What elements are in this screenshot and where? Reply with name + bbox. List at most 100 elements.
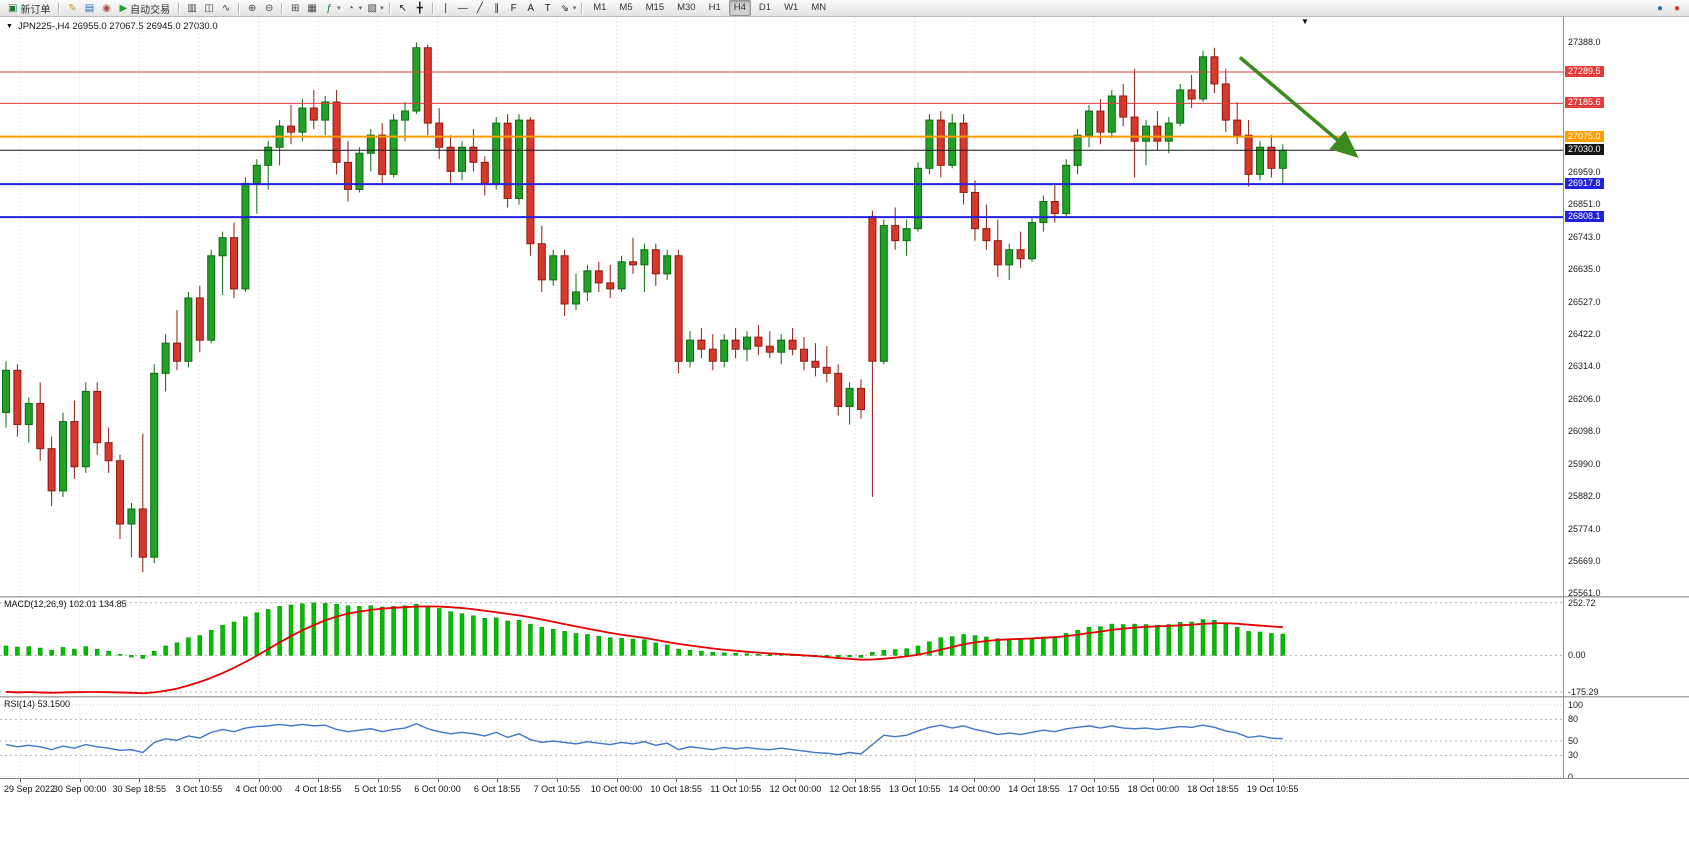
chart-symbol-ohlc: ▼ JPN225-,H4 26955.0 27067.5 26945.0 270… — [6, 21, 218, 32]
candle-body — [674, 255, 683, 362]
price-axis-label: 26527.0 — [1568, 296, 1601, 307]
price-axis-label: 25990.0 — [1568, 458, 1601, 469]
macd-bar — [220, 624, 225, 656]
macd-bar — [550, 629, 556, 656]
macd-bar — [1018, 639, 1023, 656]
candle-body — [583, 270, 592, 293]
macd-bar — [528, 623, 533, 656]
time-axis-label: 19 Oct 10:55 — [1246, 784, 1299, 794]
price-axis-label: 26314.0 — [1568, 361, 1601, 372]
time-axis-label: 30 Sep 18:55 — [112, 784, 167, 794]
text-icon[interactable]: A — [527, 2, 535, 14]
candle-body — [116, 460, 124, 525]
macd-bar — [243, 616, 248, 656]
macd-bar — [1189, 621, 1194, 656]
candle-body — [161, 342, 170, 374]
cursor-icon[interactable]: ↖ — [398, 2, 407, 14]
rsi-panel-canvas[interactable] — [0, 697, 1563, 778]
vertical-line-icon[interactable]: ∣ — [443, 2, 449, 14]
candle-body — [241, 182, 250, 290]
macd-bar — [1098, 626, 1103, 656]
bar-chart-icon[interactable]: ▥ — [187, 2, 197, 14]
rsi-panel-divider[interactable] — [0, 696, 1689, 698]
timeframe-button-h4[interactable]: H4 — [728, 0, 751, 16]
dropdown-caret-icon[interactable]: ▾ — [337, 5, 341, 12]
candle-body — [1119, 95, 1128, 118]
crosshair-icon[interactable]: ╋ — [416, 2, 423, 14]
time-axis-label: 5 Oct 10:55 — [354, 784, 402, 794]
candlestick-chart-icon[interactable]: ◫ — [204, 2, 214, 14]
arrows-icon[interactable]: ⇘ — [560, 2, 569, 14]
auto-trading-button[interactable]: ▶ 自动交易 — [115, 1, 174, 16]
rsi-line — [5, 722, 1283, 756]
time-axis-label: 7 Oct 10:55 — [533, 784, 581, 794]
time-tick — [437, 779, 439, 782]
templates-icon[interactable]: ▨ — [367, 2, 377, 14]
indicators-icon[interactable]: ƒ — [326, 2, 332, 14]
timeframe-button-mn[interactable]: MN — [811, 2, 827, 13]
time-tick — [676, 779, 678, 782]
timeframe-button-m30[interactable]: M30 — [677, 2, 696, 13]
timeframe-button-m1[interactable]: M1 — [593, 2, 607, 13]
timeframe-button-h1[interactable]: H1 — [708, 2, 721, 13]
period-icon[interactable]: ◔ — [347, 2, 354, 14]
label-icon[interactable]: T — [544, 2, 551, 14]
price-line-badge: 27030.0 — [1565, 144, 1604, 156]
horizontal-line-icon[interactable]: ― — [457, 2, 468, 14]
candle-body — [1233, 119, 1242, 136]
macd-bar — [334, 604, 339, 656]
market-watch-icon[interactable]: ▤ — [84, 2, 95, 14]
candle-body — [252, 164, 261, 184]
dropdown-caret-icon[interactable]: ▾ — [358, 5, 363, 12]
alert-icon[interactable]: ● — [1673, 2, 1681, 14]
timeframe-button-d1[interactable]: D1 — [758, 2, 772, 13]
time-tick — [855, 779, 857, 782]
trendline-icon[interactable]: ╱ — [476, 2, 483, 14]
timeframe-button-w1[interactable]: W1 — [784, 2, 799, 13]
trend-arrow — [1238, 56, 1359, 158]
macd-bar — [425, 606, 431, 656]
candle-body — [1016, 249, 1025, 260]
zoom-in-icon[interactable]: ⊕ — [247, 2, 257, 14]
rsi-axis-label: 30 — [1568, 750, 1579, 761]
zoom-out-icon[interactable]: ⊖ — [264, 2, 274, 14]
macd-panel-divider[interactable] — [0, 596, 1689, 598]
macd-bar — [676, 648, 681, 656]
timeframe-button-m15[interactable]: M15 — [645, 2, 665, 13]
line-chart-icon[interactable]: ∿ — [221, 2, 231, 14]
navigator-icon[interactable]: ◉ — [102, 2, 111, 14]
macd-bar — [710, 651, 716, 656]
channel-icon[interactable]: ∥ — [494, 2, 500, 14]
tile-windows-icon[interactable]: ⊞ — [290, 2, 300, 14]
candle-body — [423, 47, 432, 124]
macd-bar — [174, 642, 180, 656]
candle-body — [366, 134, 375, 154]
macd-bar — [1120, 624, 1126, 656]
price-chart-canvas[interactable] — [0, 17, 1563, 597]
candle-body — [606, 282, 615, 290]
candle-body — [857, 387, 865, 410]
metaeditor-icon[interactable]: ✎ — [68, 2, 77, 14]
candle-body — [845, 387, 854, 407]
new-order-button[interactable]: ▣ 新订单 — [4, 1, 54, 16]
community-icon[interactable]: ● — [1656, 2, 1664, 14]
macd-bar — [972, 635, 978, 656]
candle-body — [446, 146, 455, 172]
macd-bar — [1166, 624, 1172, 656]
macd-panel-canvas[interactable] — [0, 597, 1563, 697]
cascade-windows-icon[interactable]: ▦ — [307, 2, 317, 14]
timeframe-button-m5[interactable]: M5 — [619, 2, 633, 13]
candle-body — [492, 122, 501, 184]
macd-bar — [402, 605, 408, 656]
time-tick — [198, 779, 200, 782]
candle-body — [617, 261, 626, 290]
candle-body — [1062, 164, 1071, 215]
macd-bar — [995, 638, 1001, 656]
dropdown-caret-icon[interactable]: ▾ — [380, 5, 384, 12]
candle-body — [629, 261, 637, 266]
time-tick — [79, 779, 81, 782]
fibonacci-icon[interactable]: F — [510, 2, 517, 14]
chart-shift-marker[interactable]: ▼ — [1301, 17, 1309, 26]
dropdown-caret-icon[interactable]: ▾ — [572, 5, 577, 12]
time-tick — [556, 779, 558, 782]
